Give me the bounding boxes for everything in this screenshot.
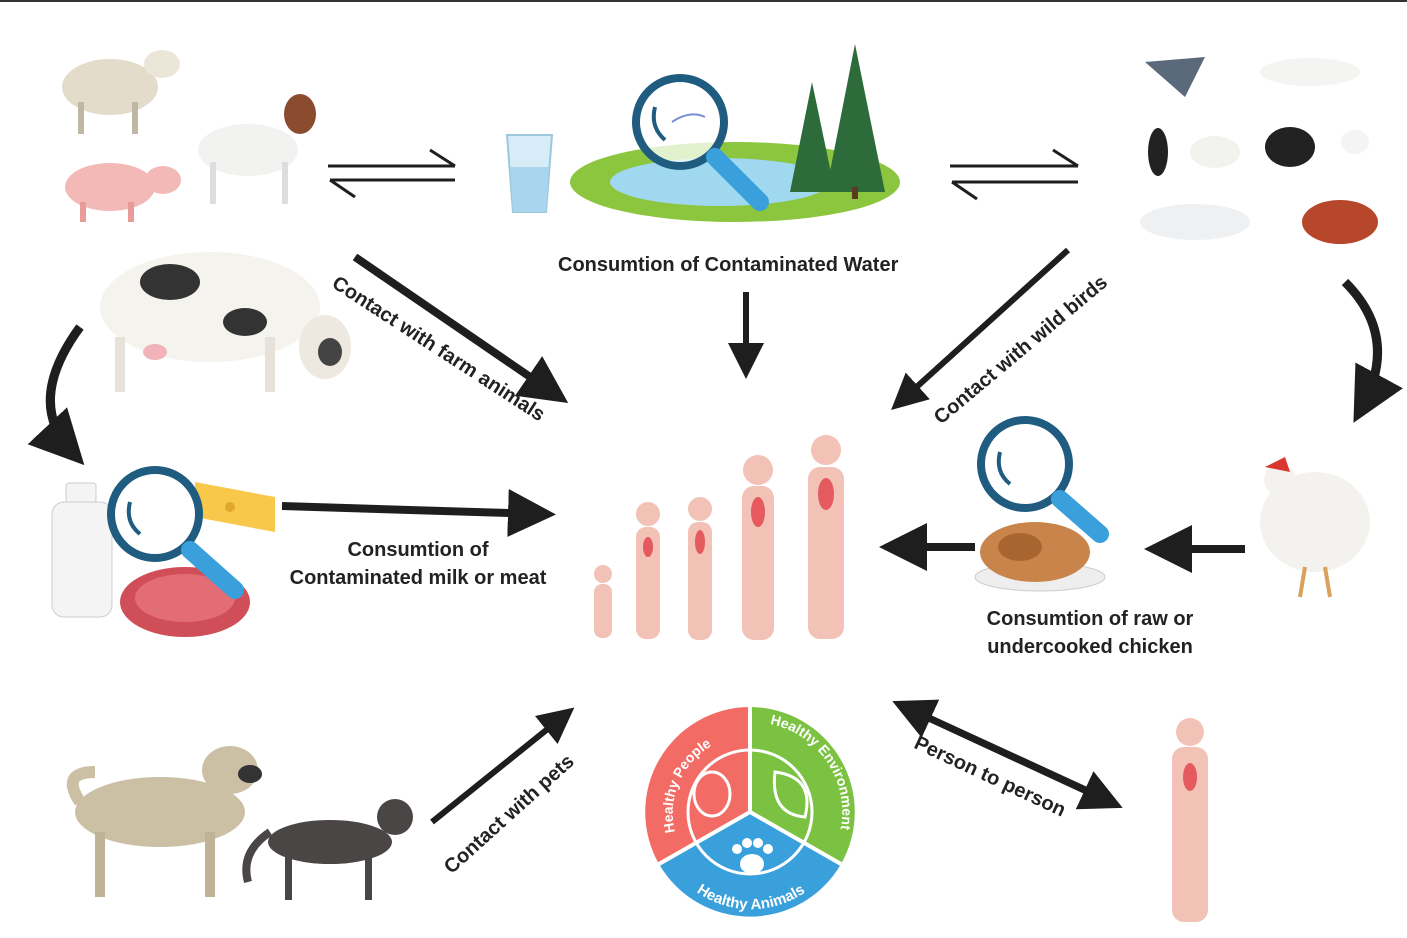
sheep-icon: [62, 50, 180, 134]
arrow-farm-to-humans: [352, 253, 569, 404]
arrow-birds-to-hen: [1341, 278, 1403, 423]
arrow-cow-to-milk: [27, 324, 85, 466]
chicken-label-line1: Consumtion of raw or: [986, 608, 1194, 630]
goat-icon: [198, 94, 316, 204]
magnifier-icon: [977, 416, 1109, 543]
cow-icon: [100, 252, 351, 392]
dog-icon: [66, 746, 262, 897]
magnifier-icon: [632, 74, 769, 211]
hand-icon: [692, 770, 732, 818]
tree-icon: [790, 44, 885, 199]
chicken-label: Consumtion of raw or undercooked chicken: [975, 605, 1205, 661]
person-icon: [1172, 718, 1208, 922]
arrow-milk-to-humans: [281, 489, 556, 537]
water-glass-icon: [505, 134, 554, 213]
leaf-icon: [772, 770, 809, 819]
milk-meat-label: Consumtion of Contaminated milk or meat: [278, 536, 558, 592]
milk-bottle-icon: [51, 482, 113, 618]
wild-birds-icon: [1140, 57, 1378, 244]
pig-icon: [65, 163, 181, 222]
equilibrium-arrow-right: [950, 148, 1079, 201]
humans-icon: [594, 435, 844, 640]
roast-chicken-icon: [974, 522, 1106, 592]
cat-icon: [242, 799, 413, 900]
arrow-pets-to-humans: [430, 707, 575, 825]
chicken-label-line2: undercooked chicken: [987, 636, 1193, 658]
milk-meat-label-line1: Consumtion of: [347, 539, 489, 561]
cheese-icon: [195, 482, 275, 532]
milk-meat-label-line2: Contaminated milk or meat: [289, 567, 547, 589]
paw-icon: [732, 838, 773, 874]
magnifier-icon: [107, 466, 244, 599]
arrows: [27, 148, 1403, 825]
arrow-person-to-person: [892, 699, 1123, 810]
equilibrium-arrow-left: [328, 148, 456, 199]
one-health-wheel: Healthy People Healthy Environment Healt…: [645, 707, 855, 917]
water-label: Consumtion of Contaminated Water: [558, 254, 899, 276]
hen-icon: [1260, 457, 1370, 598]
arrow-birds-to-humans: [891, 247, 1071, 411]
